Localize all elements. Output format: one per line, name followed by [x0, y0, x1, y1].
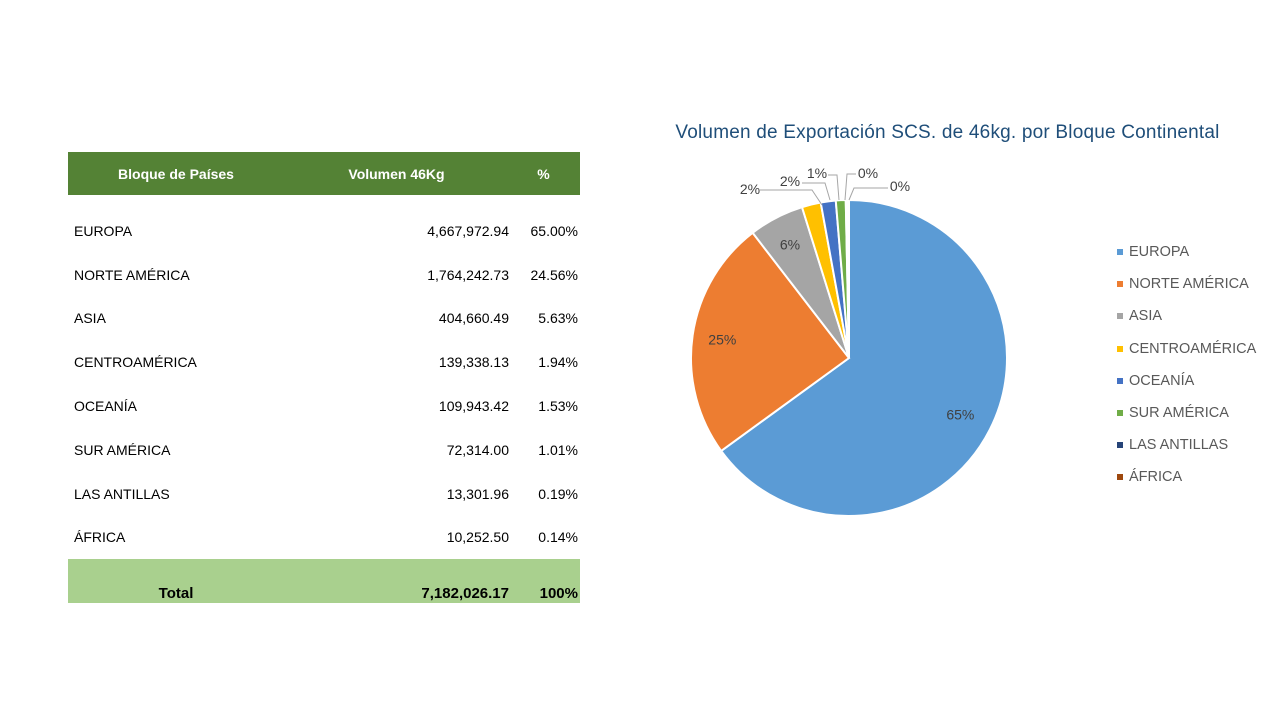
total-pct: 100%	[509, 559, 580, 604]
table-row: ASIA 404,660.49 5.63%	[68, 297, 580, 341]
legend-label: ÁFRICA	[1129, 469, 1183, 486]
legend-swatch	[1117, 377, 1123, 384]
table-row: NORTE AMÉRICA 1,764,242.73 24.56%	[68, 253, 580, 297]
legend-swatch	[1117, 281, 1123, 288]
legend-swatch	[1117, 313, 1123, 320]
data-label: 2%	[740, 181, 760, 197]
pie-slice-europa	[719, 198, 1008, 517]
cell-bloque: EUROPA	[74, 222, 133, 239]
header-bloque: Bloque de Países	[68, 152, 284, 195]
cell-volumen: 10,252.50	[446, 529, 509, 546]
cell-volumen: 13,301.96	[446, 485, 509, 502]
legend-item: ÁFRICA	[1117, 461, 1256, 493]
cell-volumen: 404,660.49	[438, 310, 509, 327]
data-label: 0%	[858, 165, 878, 181]
legend-swatch	[1117, 249, 1123, 256]
legend-label: CENTROAMÉRICA	[1129, 340, 1257, 357]
table-header-row: Bloque de Países Volumen 46Kg %	[68, 152, 580, 195]
table-row: LAS ANTILLAS 13,301.96 0.19%	[68, 472, 580, 516]
leader-line	[848, 187, 888, 201]
data-label: 6%	[780, 236, 800, 252]
cell-bloque: SUR AMÉRICA	[74, 441, 171, 458]
legend-item: SUR AMÉRICA	[1117, 397, 1256, 429]
cell-bloque: OCEANÍA	[74, 398, 138, 415]
cell-pct: 0.19%	[538, 485, 578, 502]
legend-swatch	[1117, 474, 1123, 481]
data-label: 2%	[780, 173, 800, 189]
cell-volumen: 4,667,972.94	[427, 222, 509, 239]
legend-label: EUROPA	[1129, 244, 1190, 261]
table-row: EUROPA 4,667,972.94 65.00%	[68, 209, 580, 253]
cell-pct: 24.56%	[530, 266, 578, 283]
table-row: OCEANÍA 109,943.42 1.53%	[68, 384, 580, 428]
data-label: 0%	[890, 178, 910, 194]
pie-slice--frica	[846, 198, 850, 359]
legend-swatch	[1117, 442, 1123, 449]
legend-item: LAS ANTILLAS	[1117, 429, 1256, 461]
cell-bloque: NORTE AMÉRICA	[74, 266, 190, 283]
leader-line	[760, 189, 823, 206]
legend-item: EUROPA	[1117, 236, 1256, 268]
legend-swatch	[1117, 410, 1123, 417]
data-label: 1%	[807, 165, 827, 181]
legend-label: LAS ANTILLAS	[1129, 437, 1229, 454]
chart-legend: EUROPA NORTE AMÉRICA ASIA CENTROAMÉRICA OCEA…	[1117, 236, 1256, 494]
legend-item: CENTROAMÉRICA	[1117, 333, 1256, 365]
total-row: Total 7,182,026.17 100%	[68, 559, 580, 604]
cell-bloque: LAS ANTILLAS	[74, 485, 170, 502]
legend-swatch	[1117, 345, 1123, 352]
export-volume-table: Bloque de Países Volumen 46Kg % EUROPA 4,…	[68, 152, 580, 604]
table-row: ÁFRICA 10,252.50 0.14%	[68, 516, 580, 560]
cell-bloque: ASIA	[74, 310, 106, 327]
header-pct: %	[509, 152, 580, 195]
legend-label: ASIA	[1129, 308, 1163, 325]
table-row: CENTROAMÉRICA 139,338.13 1.94%	[68, 340, 580, 384]
data-label: 25%	[708, 332, 736, 348]
cell-bloque: ÁFRICA	[74, 529, 126, 546]
cell-volumen: 72,314.00	[446, 441, 509, 458]
cell-pct: 1.53%	[538, 398, 578, 415]
cell-volumen: 139,338.13	[438, 354, 509, 371]
cell-pct: 1.94%	[538, 354, 578, 371]
legend-item: NORTE AMÉRICA	[1117, 268, 1256, 300]
pie-chart: 65% 25% 6% 2% 2% 1% 0% 0%	[690, 165, 1008, 517]
cell-pct: 0.14%	[538, 529, 578, 546]
leader-line	[802, 182, 831, 201]
leader-line	[844, 173, 856, 201]
cell-pct: 1.01%	[538, 441, 578, 458]
leader-line	[828, 174, 840, 201]
pie-slice-norte-am-rica	[690, 231, 851, 453]
cell-volumen: 1,764,242.73	[427, 266, 509, 283]
legend-item: OCEANÍA	[1117, 365, 1256, 397]
legend-label: OCEANÍA	[1129, 372, 1195, 389]
chart-title: Volumen de Exportación SCS. de 46kg. por…	[675, 122, 1220, 143]
total-volumen: 7,182,026.17	[284, 559, 509, 604]
total-label: Total	[68, 559, 284, 604]
table-row: SUR AMÉRICA 72,314.00 1.01%	[68, 428, 580, 472]
cell-pct: 5.63%	[538, 310, 578, 327]
header-volumen: Volumen 46Kg	[284, 152, 509, 195]
cell-bloque: CENTROAMÉRICA	[74, 354, 197, 371]
legend-label: SUR AMÉRICA	[1129, 405, 1229, 422]
cell-volumen: 109,943.42	[438, 398, 509, 415]
legend-label: NORTE AMÉRICA	[1129, 276, 1249, 293]
legend-item: ASIA	[1117, 300, 1256, 332]
data-label: 65%	[946, 407, 974, 423]
cell-pct: 65.00%	[530, 222, 578, 239]
